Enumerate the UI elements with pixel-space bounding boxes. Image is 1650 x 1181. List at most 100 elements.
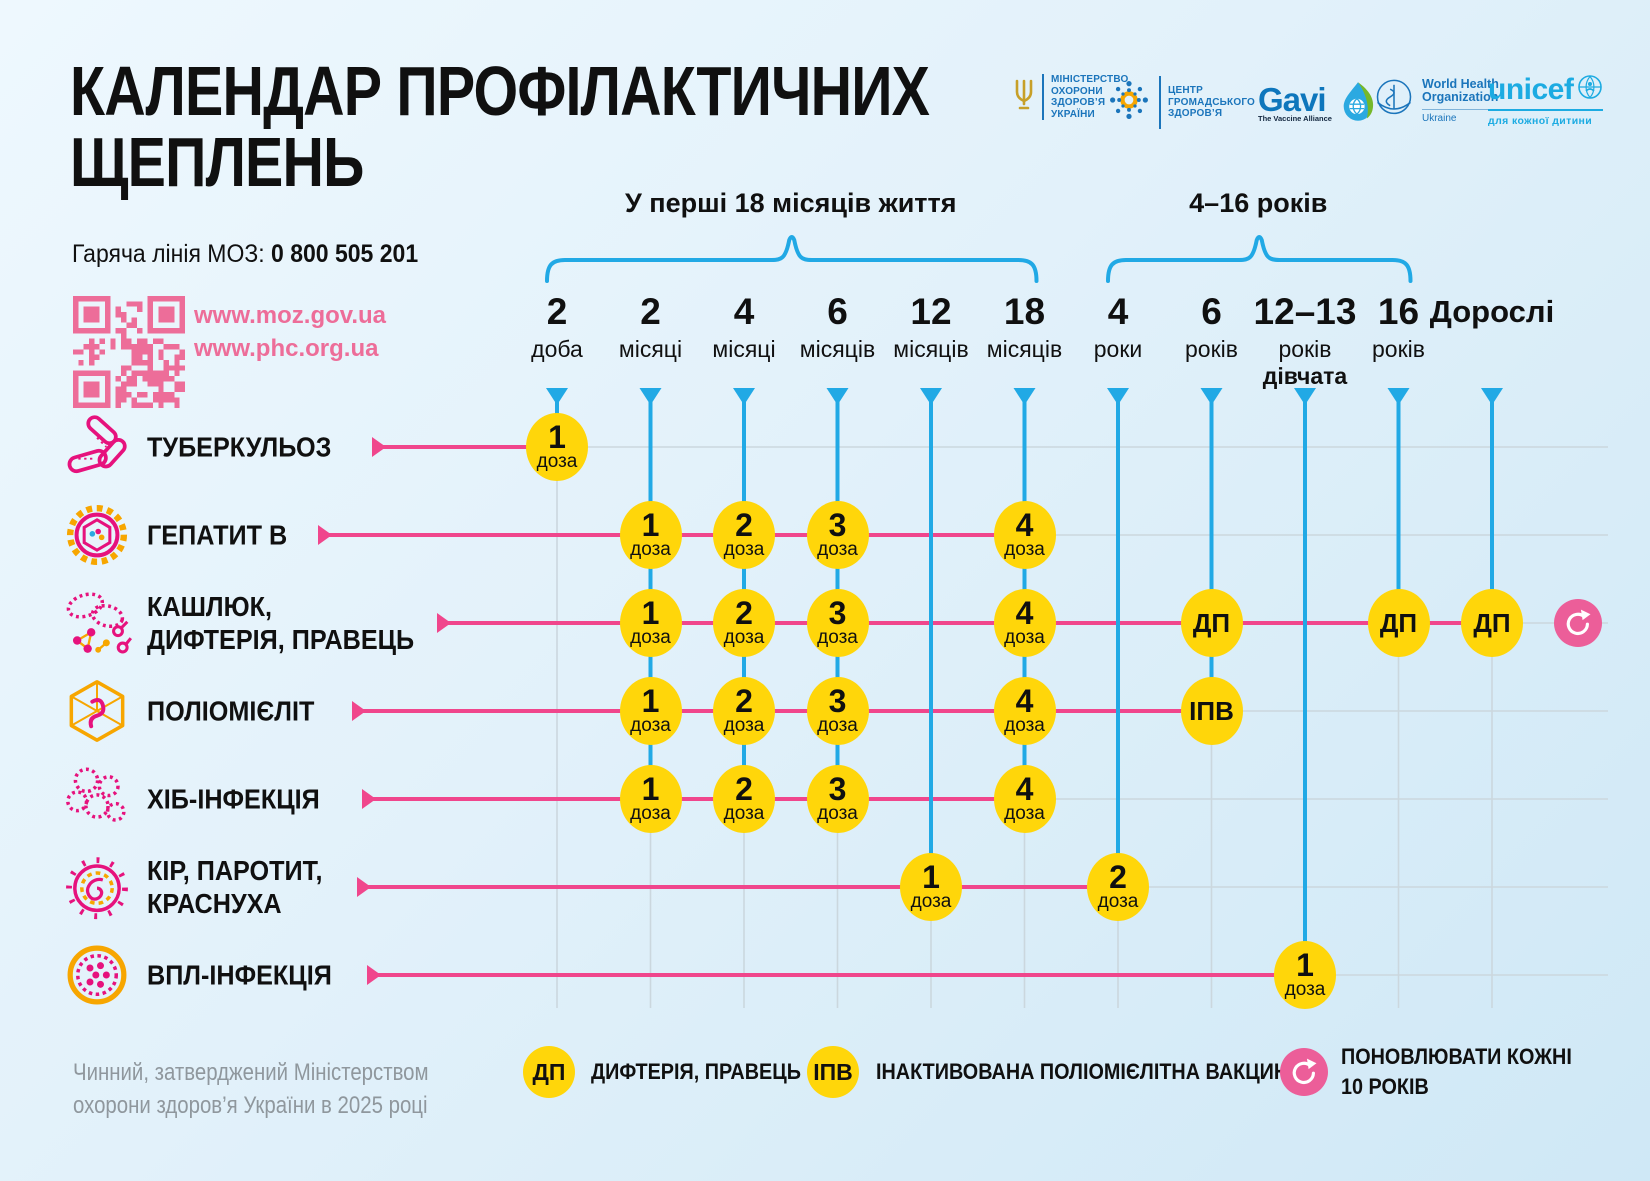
dose-word: доза [723, 627, 765, 648]
dose-number: 1 [641, 771, 660, 807]
dose-number: 1 [641, 507, 660, 543]
dose-marker: 2 доза [713, 677, 775, 745]
who-logo-text: World Health [1422, 76, 1499, 91]
moz-logo-text: МІНІСТЕРСТВО [1051, 74, 1129, 85]
dose-number: 3 [828, 507, 847, 543]
dose-number: 2 [735, 507, 753, 543]
dose-marker: 1 доза [619, 589, 682, 657]
dose-word: доза [723, 539, 765, 560]
column-header: 16 років [1324, 290, 1474, 364]
dose-marker: 3 доза [806, 501, 869, 569]
link-moz[interactable]: www.moz.gov.ua [194, 302, 387, 329]
dose-number: 1 [1296, 947, 1314, 983]
column-age-value: 2 [640, 291, 661, 332]
dose-word: доза [630, 539, 671, 560]
disease-label: КІР, ПАРОТИТ, КРАСНУХА [147, 854, 322, 920]
column-age-unit: місяці [712, 336, 776, 362]
page-title: КАЛЕНДАР ПРОФІЛАКТИЧНИХ ЩЕПЛЕНЬ [70, 52, 930, 201]
measles-mumps-rubella-icon [62, 852, 132, 922]
qr-code [73, 296, 185, 408]
dose-marker: 1 доза [619, 501, 682, 569]
column-header: 18 місяців [950, 290, 1100, 364]
age-group-label: 4–16 років [1189, 188, 1328, 218]
phc-dots-icon [1105, 76, 1153, 129]
dose-marker: 2 доза [713, 765, 775, 833]
legend-dp-symbol: ДП [532, 1058, 566, 1085]
dose-marker: ДП [1367, 589, 1430, 657]
refresh-icon [1554, 599, 1602, 647]
age-group-label: У перші 18 місяців життя [624, 188, 957, 218]
column-age-unit: років [1372, 336, 1425, 362]
dose-number: 1 [922, 859, 940, 895]
column-age-unit: місяців [799, 336, 876, 362]
who-country-label: Ukraine [1422, 108, 1499, 124]
phc-logo-text: ЦЕНТР [1168, 85, 1203, 97]
moz-logo-text: ОХОРОНИ [1051, 85, 1103, 97]
unicef-logo: unicef для кожної дитини [1488, 74, 1604, 127]
link-phc[interactable]: www.phc.org.ua [194, 335, 379, 362]
dose-number: 2 [735, 595, 753, 631]
dose-word: доза [630, 803, 671, 824]
dose-word: доза [817, 627, 858, 648]
dose-number: 2 [735, 771, 753, 807]
column-header: 6 місяців [763, 290, 913, 364]
hpv-icon [62, 940, 132, 1010]
column-age-value: 2 [546, 291, 568, 332]
dose-number: 1 [641, 683, 660, 719]
gavi-logo: Gavi The Vaccine Alliance [1258, 80, 1380, 129]
column-age-value: 12 [910, 291, 952, 332]
dose-number: 1 [548, 419, 566, 455]
dose-marker: 3 доза [806, 765, 869, 833]
dose-number: 4 [1015, 771, 1034, 807]
dose-word: доза [630, 715, 671, 736]
dose-word: доза [1004, 715, 1045, 736]
disease-label-line: КАШЛЮК, [147, 591, 272, 622]
dose-abbreviation: ІПВ [1189, 696, 1234, 726]
dose-word: доза [723, 715, 765, 736]
column-age-unit: доба [531, 336, 583, 362]
dose-marker: 1 доза [526, 413, 588, 481]
disease-label-line: КІР, ПАРОТИТ, [147, 855, 323, 886]
column-age-unit: місяців [893, 336, 969, 362]
dose-number: 4 [1015, 683, 1034, 719]
dose-marker: 1 доза [1274, 941, 1336, 1009]
disease-label-line: КРАСНУХА [147, 888, 282, 919]
dose-word: доза [910, 891, 952, 912]
column-age-value: Дорослі [1429, 294, 1555, 329]
column-age-value: 18 [1003, 291, 1046, 332]
dose-word: доза [1097, 891, 1139, 912]
column-header: 2 доба [482, 290, 632, 364]
column-age-value: 4 [1107, 291, 1129, 332]
disease-label-line: ДИФТЕРІЯ, ПРАВЕЦЬ [147, 624, 415, 655]
column-header: Дорослі [1417, 290, 1567, 334]
dose-number: 2 [735, 683, 753, 719]
column-header: 4 місяці [669, 290, 819, 364]
who-logo-text: Organization [1422, 90, 1499, 104]
dose-word: доза [817, 539, 858, 560]
divider [1159, 76, 1161, 129]
dose-word: доза [1284, 979, 1326, 1000]
column-header: 6 років [1137, 290, 1287, 364]
dose-number: 4 [1015, 507, 1034, 543]
column-age-unit: років [1185, 336, 1238, 362]
hotline-label: Гаряча лінія МОЗ: [72, 240, 265, 268]
phc-logo-text: ЗДОРОВ’Я [1168, 108, 1223, 120]
dose-marker: ДП [1461, 589, 1523, 657]
website-links: www.moz.gov.ua www.phc.org.ua [194, 299, 386, 365]
unicef-globe-icon [1577, 74, 1603, 105]
gavi-drop-icon [1336, 80, 1380, 129]
legend-dp-marker: ДП [523, 1046, 575, 1098]
column-header: 2 місяці [576, 290, 726, 364]
moz-logo-text: УКРАЇНИ [1051, 108, 1095, 120]
dose-marker: 3 доза [806, 589, 869, 657]
dose-word: доза [630, 627, 671, 648]
column-age-value: 12–13 [1253, 291, 1357, 332]
refresh-icon [1280, 1048, 1328, 1096]
disease-label-line: ПОЛІОМІЄЛІТ [147, 695, 315, 727]
dose-marker: 1 доза [619, 765, 682, 833]
disease-label-line: ТУБЕРКУЛЬОЗ [147, 431, 332, 463]
dose-word: доза [817, 715, 858, 736]
hepatitis-b-icon [62, 500, 132, 570]
disease-label: ПОЛІОМІЄЛІТ [147, 695, 314, 728]
